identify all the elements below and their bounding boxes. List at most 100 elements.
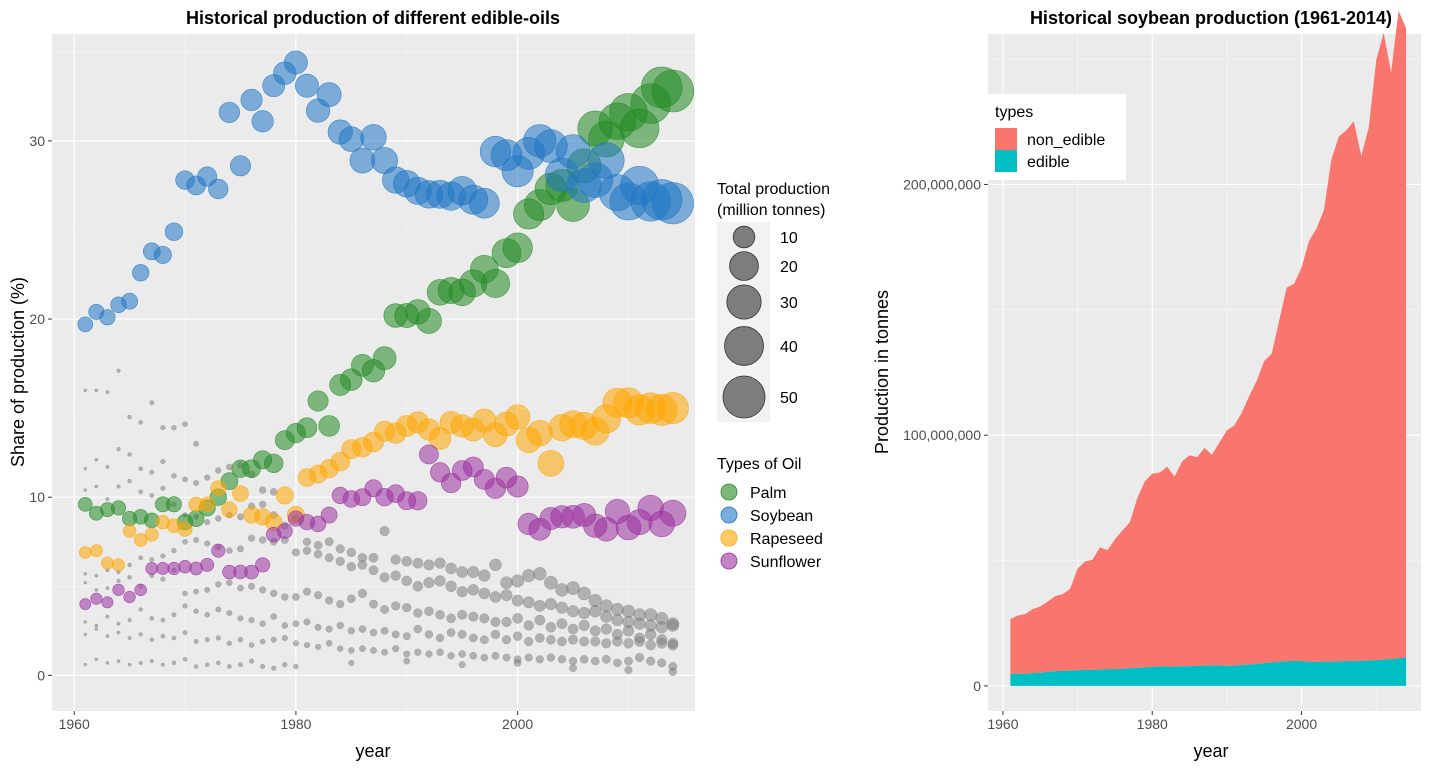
other-oil-point: [215, 606, 222, 613]
other-oil-point: [215, 660, 221, 666]
left-y-axis-label: Share of production (%): [8, 277, 28, 467]
soybean-point: [251, 110, 274, 133]
other-oil-point: [434, 557, 446, 569]
size-legend-label: 40: [780, 339, 798, 356]
other-oil-point: [412, 580, 424, 592]
other-oil-point: [480, 653, 489, 662]
other-oil-point: [588, 604, 602, 618]
sunflower-point: [255, 557, 271, 573]
sunflower-point: [200, 557, 215, 572]
soybean-point: [77, 316, 94, 333]
other-oil-point: [204, 611, 211, 618]
other-oil-point: [502, 653, 511, 662]
other-oil-point: [94, 657, 99, 662]
soybean-point: [240, 88, 263, 111]
rapeseed-point: [79, 546, 92, 559]
other-oil-point: [149, 637, 154, 642]
other-oil-point: [512, 631, 523, 641]
other-oil-point: [138, 489, 144, 495]
other-oil-point: [94, 587, 99, 592]
other-oil-point: [368, 565, 379, 576]
other-oil-point: [270, 589, 278, 598]
other-oil-point: [182, 590, 188, 597]
other-oil-point: [646, 656, 656, 666]
rapeseed-point: [144, 527, 159, 542]
other-oil-point: [447, 652, 455, 660]
other-oil-point: [226, 610, 233, 617]
rapeseed-point: [177, 521, 193, 537]
other-oil-point: [557, 655, 567, 664]
other-oil-point: [590, 636, 601, 647]
other-oil-point: [467, 565, 480, 579]
other-oil-point: [512, 613, 523, 624]
other-oil-point: [324, 537, 334, 547]
other-oil-point: [292, 620, 300, 628]
right-ticks: 1960 1980 2000 0 100,000,000 200,000,000: [903, 176, 1317, 732]
non-edible-legend-key: [995, 128, 1017, 150]
other-oil-point: [281, 593, 289, 601]
sunflower-point: [408, 491, 428, 511]
other-oil-point: [160, 633, 166, 639]
soybean-point: [338, 126, 365, 152]
other-oil-point: [215, 467, 222, 474]
other-oil-point: [83, 466, 88, 471]
left-y-tick-label: 20: [29, 311, 45, 327]
other-oil-point: [401, 556, 413, 567]
other-oil-point: [138, 632, 143, 637]
other-oil-point: [457, 609, 468, 620]
rapeseed-point: [199, 496, 215, 513]
other-oil-point: [634, 636, 645, 647]
other-oil-point: [336, 621, 344, 630]
other-oil-point: [105, 390, 110, 395]
other-oil-point: [546, 653, 556, 662]
size-legend: Total production (million tonnes) 10 20 30…: [717, 181, 830, 422]
other-oil-point: [324, 553, 334, 563]
other-oil-point: [281, 622, 289, 629]
other-oil-point: [204, 637, 210, 643]
other-oil-point: [501, 635, 512, 645]
other-oil-point: [94, 573, 99, 578]
other-oil-point: [347, 627, 356, 635]
other-oil-point: [402, 632, 411, 641]
other-oil-point: [566, 581, 580, 596]
other-oil-point: [644, 628, 657, 641]
other-oil-point: [423, 577, 435, 589]
other-oil-point: [424, 630, 434, 639]
sunflower-point: [276, 523, 293, 539]
left-points: [77, 50, 695, 676]
soybean-point: [295, 73, 319, 98]
size-legend-label: 30: [780, 295, 798, 312]
sunflower-point: [309, 515, 327, 533]
other-oil-point: [160, 662, 165, 667]
other-oil-point: [456, 566, 469, 578]
other-oil-point: [668, 667, 678, 676]
palm-point: [651, 69, 695, 113]
soybean-point: [555, 134, 591, 169]
rapeseed-point: [275, 486, 294, 505]
other-oil-point: [83, 488, 88, 492]
other-oil-point: [369, 628, 378, 637]
other-oil-point: [83, 620, 88, 624]
sunflower-point: [506, 475, 529, 498]
palm-legend-key: [720, 483, 738, 501]
other-oil-point: [94, 388, 99, 393]
other-oil-point: [259, 620, 266, 627]
other-oil-point: [346, 547, 357, 558]
other-oil-point: [160, 485, 166, 491]
other-oil-point: [248, 617, 255, 624]
other-oil-point: [281, 634, 288, 642]
right-chart-title: Historical soybean production (1961-2014…: [1030, 8, 1392, 28]
right-y-tick-label: 100,000,000: [903, 427, 981, 443]
other-oil-point: [303, 618, 311, 626]
other-oil-point: [303, 641, 311, 649]
other-oil-point: [546, 634, 556, 645]
other-oil-point: [105, 496, 110, 501]
size-legend-key: [722, 375, 766, 419]
other-oil-point: [313, 549, 323, 559]
other-oil-point: [467, 584, 480, 596]
other-oil-point: [171, 612, 177, 618]
other-oil-point: [478, 569, 491, 582]
other-oil-point: [138, 555, 144, 561]
